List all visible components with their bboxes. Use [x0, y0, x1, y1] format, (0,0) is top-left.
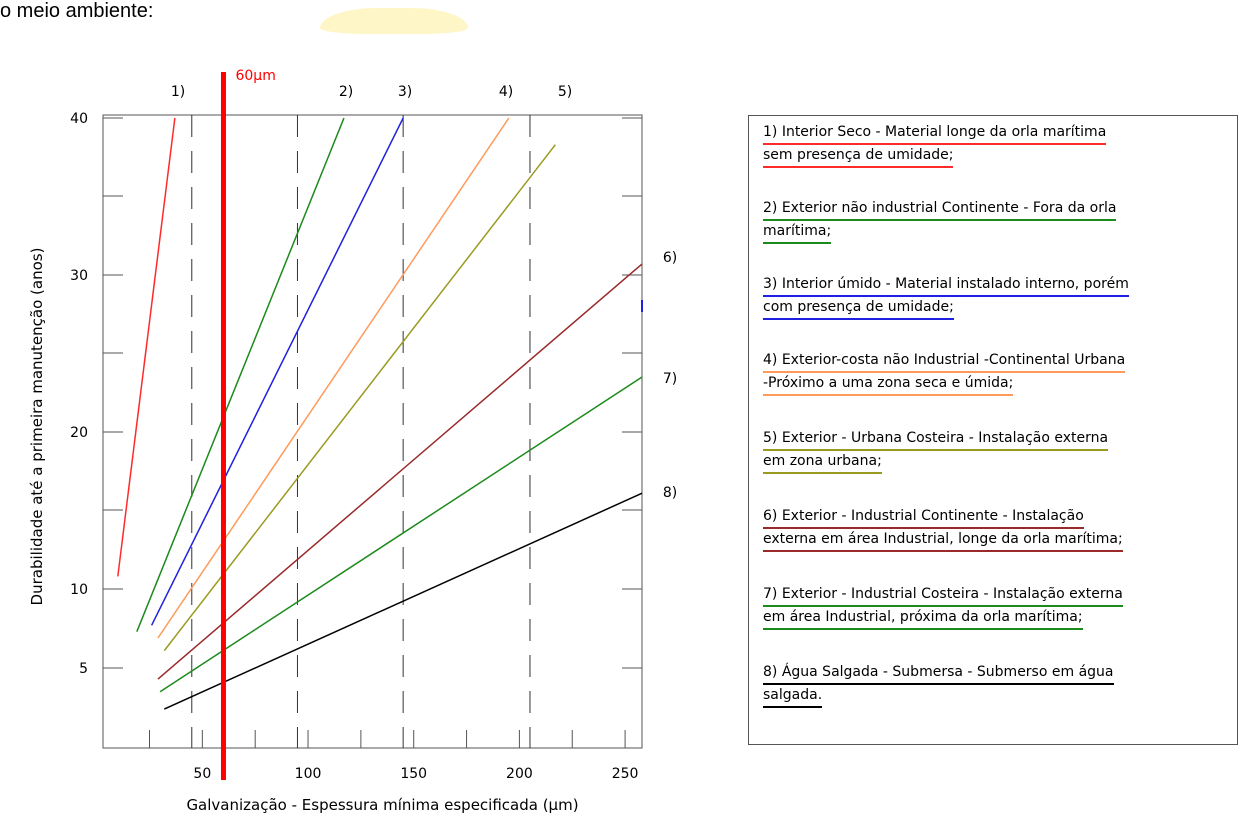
legend-item-2: 2) Exterior não industrial Continente - … — [763, 198, 1233, 244]
plot-frame — [102, 114, 643, 749]
legend-item-8: 8) Água Salgada - Submersa - Submerso em… — [763, 662, 1233, 708]
legend-item-5: 5) Exterior - Urbana Costeira - Instalaç… — [763, 428, 1233, 474]
series-label-6: 6) — [663, 250, 677, 266]
legend-item-line: em área Industrial, próxima da orla marí… — [763, 607, 1083, 630]
x-axis-label: Galvanização - Espessura mínima especifi… — [186, 796, 578, 814]
series-label-5: 5) — [558, 84, 572, 100]
legend-item-line: externa em área Industrial, longe da orl… — [763, 529, 1123, 552]
series-line-8 — [163, 492, 643, 710]
y-tick-label: 5 — [79, 661, 88, 677]
legend-item-line: com presença de umidade; — [763, 297, 954, 320]
y-tick-label: 40 — [70, 111, 88, 127]
legend-item-6: 6) Exterior - Industrial Continente - In… — [763, 506, 1233, 552]
legend-item-line: 4) Exterior-costa não Industrial -Contin… — [763, 350, 1126, 373]
y-tick-label: 30 — [70, 268, 88, 284]
x-tick-label: 250 — [612, 766, 639, 782]
y-tick-label: 10 — [70, 582, 88, 598]
legend-item-line: marítima; — [763, 221, 832, 244]
legend-item-line: -Próximo a uma zona seca e úmida; — [763, 373, 1014, 396]
decorative-highlight — [320, 8, 468, 34]
durability-chart: 5 10 20 30 40 50 100 150 200 250 Galvanização - Es… — [28, 68, 677, 814]
legend-item-line: 8) Água Salgada - Submersa - Submerso em… — [763, 662, 1114, 685]
legend-item-line: 7) Exterior - Industrial Costeira - Inst… — [763, 584, 1123, 607]
legend-item-line: em zona urbana; — [763, 451, 882, 474]
legend-item-line: 5) Exterior - Urbana Costeira - Instalaç… — [763, 428, 1109, 451]
series-label-1: 1) — [171, 84, 185, 100]
series-line-6 — [157, 263, 643, 680]
y-axis-label: Durabilidade até a primeira manutenção (… — [28, 248, 46, 606]
series-label-4: 4) — [499, 84, 513, 100]
series-label-7: 7) — [663, 371, 677, 387]
series-line-7 — [159, 376, 643, 693]
x-tick-label: 50 — [193, 766, 211, 782]
legend-item-line: salgada. — [763, 685, 823, 708]
series-line-2 — [136, 117, 345, 632]
caption-text: o meio ambiente: — [0, 0, 154, 22]
series-line-3 — [150, 117, 404, 626]
series-label-2: 2) — [339, 84, 353, 100]
series-line-5 — [163, 144, 556, 652]
legend-box: 1) Interior Seco - Material longe da orl… — [748, 115, 1238, 745]
series-line-1 — [117, 117, 176, 577]
y-tick-label: 20 — [70, 425, 88, 441]
series-label-3: 3) — [398, 84, 412, 100]
legend-item-7: 7) Exterior - Industrial Costeira - Inst… — [763, 584, 1233, 630]
legend-item-1: 1) Interior Seco - Material longe da orl… — [763, 122, 1233, 168]
x-tick-label: 100 — [295, 766, 322, 782]
legend-item-3: 3) Interior úmido - Material instalado i… — [763, 274, 1233, 320]
x-tick-label: 200 — [506, 766, 533, 782]
series-label-8: 8) — [663, 485, 677, 501]
legend-item-line: 3) Interior úmido - Material instalado i… — [763, 274, 1129, 297]
legend-item-line: 1) Interior Seco - Material longe da orl… — [763, 122, 1107, 145]
legend-item-line: 2) Exterior não industrial Continente - … — [763, 198, 1117, 221]
legend-item-4: 4) Exterior-costa não Industrial -Contin… — [763, 350, 1233, 396]
reference-60um-label: 60µm — [235, 68, 275, 84]
legend-item-line: sem presença de umidade; — [763, 145, 954, 168]
legend-item-line: 6) Exterior - Industrial Continente - In… — [763, 506, 1084, 529]
x-tick-label: 150 — [400, 766, 427, 782]
series-line-4 — [157, 117, 510, 639]
